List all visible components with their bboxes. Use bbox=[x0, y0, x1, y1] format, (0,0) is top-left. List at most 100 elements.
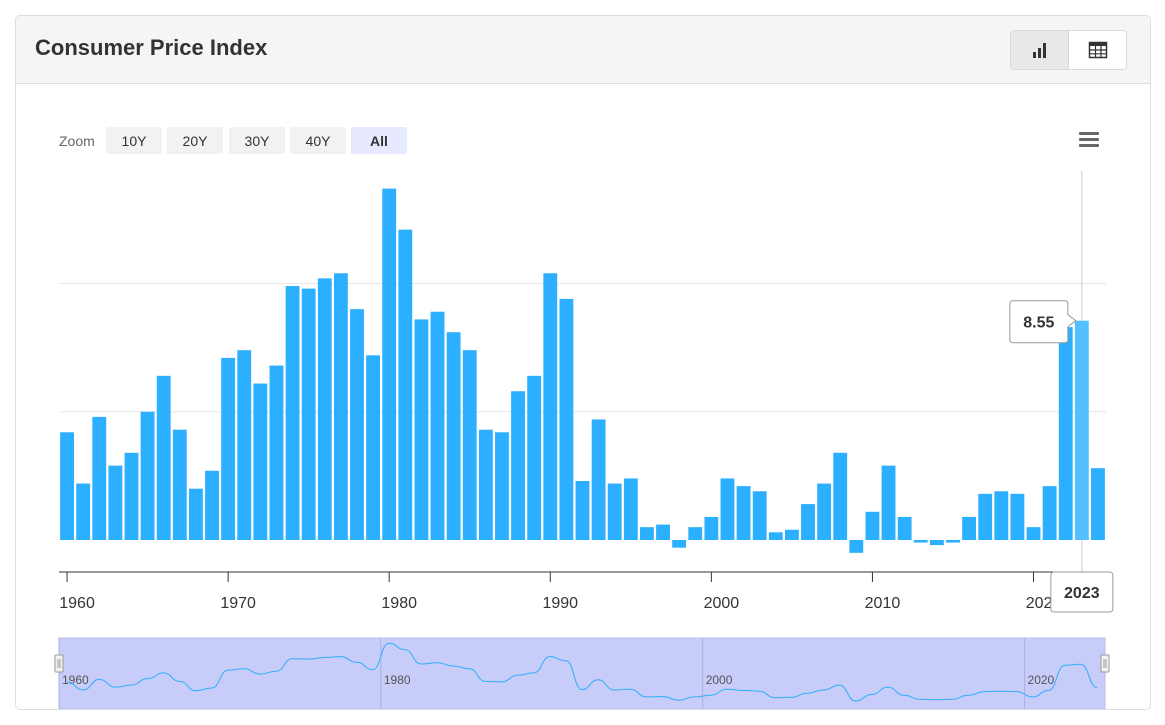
bar-2004[interactable] bbox=[768, 532, 783, 540]
bar-1980[interactable] bbox=[382, 188, 397, 540]
bar-1996[interactable] bbox=[640, 527, 654, 540]
bar-1964[interactable] bbox=[124, 452, 139, 540]
cpi-card: Consumer Price Index bbox=[15, 15, 1151, 710]
bar-2003[interactable] bbox=[752, 491, 767, 540]
bar-2014[interactable] bbox=[929, 540, 944, 546]
bar-2018[interactable] bbox=[994, 491, 1009, 540]
bar-1962[interactable] bbox=[92, 416, 107, 540]
navigator-right-handle[interactable] bbox=[1100, 654, 1110, 673]
chart-view-button[interactable] bbox=[1011, 31, 1069, 69]
bar-2000[interactable] bbox=[704, 516, 719, 541]
bar-2009[interactable] bbox=[849, 540, 864, 553]
bar-1983[interactable] bbox=[430, 311, 445, 540]
gridlines bbox=[59, 283, 1106, 413]
navigator-label: 2020 bbox=[1028, 673, 1055, 687]
bar-1960[interactable] bbox=[60, 432, 74, 540]
bar-2007[interactable] bbox=[817, 483, 832, 540]
table-view-button[interactable] bbox=[1069, 31, 1126, 69]
zoom-button-label: 10Y bbox=[122, 133, 148, 149]
bar-2024[interactable] bbox=[1091, 468, 1105, 540]
bar-1988[interactable] bbox=[511, 391, 525, 540]
bar-1986[interactable] bbox=[478, 429, 493, 540]
zoom-button-10y[interactable]: 10Y bbox=[106, 127, 162, 154]
zoom-button-30y[interactable]: 30Y bbox=[229, 127, 285, 154]
bar-1961[interactable] bbox=[76, 483, 91, 540]
bar-1965[interactable] bbox=[140, 411, 155, 540]
bar-1999[interactable] bbox=[688, 527, 703, 540]
zoom-button-20y[interactable]: 20Y bbox=[167, 127, 223, 154]
bar-1976[interactable] bbox=[317, 278, 332, 540]
bar-2011[interactable] bbox=[881, 465, 896, 540]
bar-1991[interactable] bbox=[559, 298, 574, 540]
bar-1974[interactable] bbox=[285, 286, 300, 540]
bar-2012[interactable] bbox=[897, 516, 912, 541]
bar-1989[interactable] bbox=[527, 375, 542, 540]
bar-1990[interactable] bbox=[543, 273, 558, 540]
bar-chart-icon bbox=[1032, 43, 1046, 58]
bar-1981[interactable] bbox=[398, 229, 413, 540]
bar-2017[interactable] bbox=[978, 493, 993, 540]
bar-2005[interactable] bbox=[784, 529, 799, 540]
zoom-button-label: 40Y bbox=[306, 133, 332, 149]
navigator[interactable]: 1960 1980 2000 2020 bbox=[54, 637, 1110, 709]
crosshair-x-label-text: 2023 bbox=[1064, 585, 1100, 602]
bar-1972[interactable] bbox=[253, 383, 268, 540]
bar-1978[interactable] bbox=[350, 309, 364, 540]
bar-1997[interactable] bbox=[656, 524, 670, 540]
bar-2016[interactable] bbox=[962, 516, 977, 541]
x-tick-label: 1990 bbox=[542, 595, 578, 612]
zoom-button-label: 30Y bbox=[245, 133, 271, 149]
navigator-left-handle[interactable] bbox=[54, 654, 64, 673]
x-axis: 1960 1970 1980 1990 2000 2010 2020 bbox=[59, 571, 1106, 612]
bar-1985[interactable] bbox=[462, 350, 477, 540]
bar-1992[interactable] bbox=[575, 481, 590, 540]
zoom-button-label: All bbox=[370, 133, 388, 149]
bar-1966[interactable] bbox=[156, 375, 171, 540]
bar-2020[interactable] bbox=[1026, 527, 1041, 540]
bar-1977[interactable] bbox=[333, 273, 348, 540]
bar-1975[interactable] bbox=[301, 288, 316, 540]
bar-2023[interactable] bbox=[1074, 320, 1089, 540]
bar-1973[interactable] bbox=[269, 365, 284, 540]
bar-2022[interactable] bbox=[1058, 327, 1073, 541]
x-tick-label: 1960 bbox=[59, 595, 95, 612]
table-icon bbox=[1088, 41, 1107, 59]
cpi-bar-chart[interactable]: Zoom 10Y 20Y 30Y 40Y All 1960 1970 1980 1990 200… bbox=[16, 16, 1150, 709]
zoom-button-all[interactable]: All bbox=[351, 127, 407, 154]
bar-2001[interactable] bbox=[720, 478, 735, 540]
bar-2010[interactable] bbox=[865, 511, 880, 540]
zoom-button-label: 20Y bbox=[183, 133, 209, 149]
navigator-label: 2000 bbox=[706, 673, 733, 687]
zoom-button-40y[interactable]: 40Y bbox=[290, 127, 346, 154]
page-title: Consumer Price Index bbox=[35, 35, 268, 60]
bar-1971[interactable] bbox=[237, 350, 252, 540]
bar-2006[interactable] bbox=[801, 504, 815, 540]
bar-1982[interactable] bbox=[414, 319, 429, 540]
bar-2002[interactable] bbox=[736, 486, 751, 540]
navigator-selection[interactable] bbox=[58, 637, 1106, 709]
bar-1998[interactable] bbox=[672, 540, 687, 548]
navigator-label: 1980 bbox=[384, 673, 411, 687]
x-tick-label: 2000 bbox=[704, 595, 740, 612]
bar-1994[interactable] bbox=[607, 483, 622, 540]
bar-2021[interactable] bbox=[1042, 486, 1057, 540]
bar-1995[interactable] bbox=[623, 478, 638, 540]
bar-2019[interactable] bbox=[1010, 493, 1025, 540]
crosshair-x-label: 2023 bbox=[1050, 571, 1114, 613]
bar-2013[interactable] bbox=[913, 540, 928, 543]
bar-1963[interactable] bbox=[108, 465, 123, 540]
bar-1967[interactable] bbox=[172, 429, 187, 540]
bar-1969[interactable] bbox=[205, 470, 219, 540]
bar-1984[interactable] bbox=[446, 332, 461, 540]
bar-1993[interactable] bbox=[591, 419, 606, 540]
bar-1970[interactable] bbox=[221, 357, 236, 540]
bar-1968[interactable] bbox=[188, 488, 203, 540]
bar-2015[interactable] bbox=[946, 540, 960, 543]
card-header: Consumer Price Index bbox=[16, 16, 1150, 84]
bar-1979[interactable] bbox=[366, 355, 381, 540]
bar-2008[interactable] bbox=[833, 452, 848, 540]
hamburger-menu-icon[interactable] bbox=[1079, 132, 1099, 147]
x-tick-label: 1970 bbox=[220, 595, 256, 612]
bar-1987[interactable] bbox=[495, 432, 509, 540]
zoom-controls: Zoom 10Y 20Y 30Y 40Y All bbox=[59, 127, 407, 154]
